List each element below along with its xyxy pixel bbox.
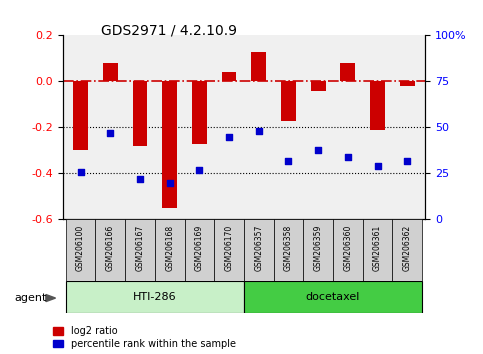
FancyBboxPatch shape <box>185 219 214 281</box>
Text: agent: agent <box>14 293 47 303</box>
Point <box>284 158 292 164</box>
Bar <box>281 81 296 120</box>
Bar <box>311 81 326 91</box>
Text: GSM206357: GSM206357 <box>254 224 263 271</box>
FancyBboxPatch shape <box>66 281 244 313</box>
Point <box>106 130 114 136</box>
Bar <box>370 81 385 130</box>
Point <box>136 176 144 182</box>
Point <box>255 128 263 134</box>
Text: GSM206358: GSM206358 <box>284 224 293 271</box>
Point <box>196 167 203 173</box>
Point <box>225 134 233 139</box>
FancyBboxPatch shape <box>363 219 392 281</box>
Point <box>166 180 173 185</box>
Text: GSM206359: GSM206359 <box>313 224 323 271</box>
FancyBboxPatch shape <box>96 219 125 281</box>
Bar <box>132 81 147 146</box>
Text: GSM206170: GSM206170 <box>225 224 234 271</box>
Bar <box>251 51 266 81</box>
Bar <box>341 63 355 81</box>
FancyBboxPatch shape <box>214 219 244 281</box>
Point <box>77 169 85 175</box>
Text: GSM206100: GSM206100 <box>76 224 85 271</box>
Point <box>403 158 411 164</box>
FancyBboxPatch shape <box>125 219 155 281</box>
Text: GDS2971 / 4.2.10.9: GDS2971 / 4.2.10.9 <box>101 23 237 37</box>
Bar <box>162 81 177 208</box>
Text: HTI-286: HTI-286 <box>133 292 177 302</box>
Bar <box>400 81 414 86</box>
Bar <box>192 81 207 143</box>
Text: GSM206168: GSM206168 <box>165 224 174 270</box>
Point <box>374 163 382 169</box>
FancyBboxPatch shape <box>66 219 96 281</box>
FancyBboxPatch shape <box>392 219 422 281</box>
Text: GSM206167: GSM206167 <box>136 224 144 271</box>
Bar <box>73 81 88 150</box>
FancyBboxPatch shape <box>303 219 333 281</box>
FancyBboxPatch shape <box>273 219 303 281</box>
FancyBboxPatch shape <box>155 219 185 281</box>
Bar <box>103 63 118 81</box>
Point <box>344 154 352 160</box>
Text: docetaxel: docetaxel <box>306 292 360 302</box>
Text: GSM206361: GSM206361 <box>373 224 382 271</box>
FancyBboxPatch shape <box>244 281 422 313</box>
Polygon shape <box>46 295 56 302</box>
Text: GSM206166: GSM206166 <box>106 224 115 271</box>
Text: GSM206169: GSM206169 <box>195 224 204 271</box>
Bar <box>222 72 237 81</box>
Point <box>314 147 322 152</box>
FancyBboxPatch shape <box>244 219 273 281</box>
Legend: log2 ratio, percentile rank within the sample: log2 ratio, percentile rank within the s… <box>53 326 236 349</box>
Text: GSM206360: GSM206360 <box>343 224 352 271</box>
FancyBboxPatch shape <box>333 219 363 281</box>
Text: GSM206362: GSM206362 <box>403 224 412 271</box>
